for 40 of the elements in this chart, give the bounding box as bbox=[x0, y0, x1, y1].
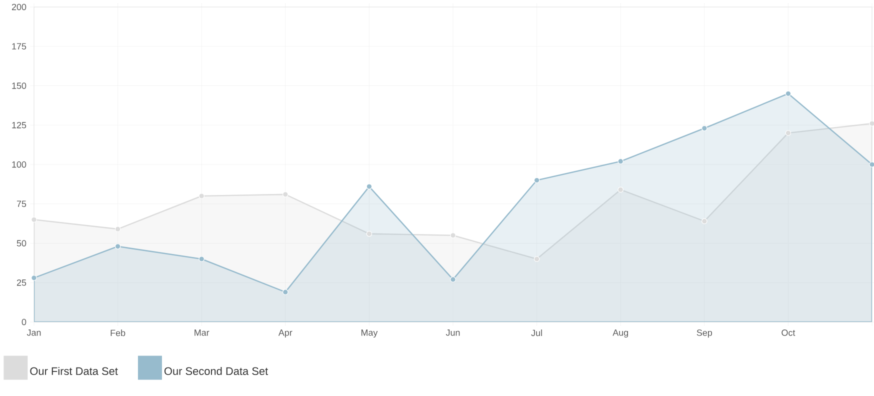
x-tick-label: Jul bbox=[531, 330, 542, 336]
x-tick-label: Jan bbox=[26, 330, 41, 336]
point bbox=[366, 230, 372, 237]
x-tick-label: Sep bbox=[696, 330, 712, 338]
point bbox=[114, 244, 121, 250]
point bbox=[785, 130, 792, 136]
x-tick-label: Jun bbox=[446, 330, 460, 336]
point bbox=[618, 158, 624, 164]
point bbox=[702, 125, 708, 132]
y-tick-label: 100 bbox=[12, 161, 26, 168]
x-tick-label: Aug bbox=[612, 330, 628, 338]
point bbox=[618, 186, 624, 193]
point bbox=[702, 218, 708, 224]
point bbox=[785, 90, 792, 97]
y-tick-label: 200 bbox=[12, 4, 26, 10]
point bbox=[198, 193, 205, 199]
point bbox=[869, 120, 874, 126]
legend-label: Our First Data Set bbox=[30, 366, 118, 376]
x-tick-label: Apr bbox=[278, 330, 292, 338]
y-tick-label: 75 bbox=[16, 200, 26, 208]
y-tick-label: 50 bbox=[16, 240, 26, 246]
y-tick-label: 0 bbox=[22, 318, 26, 326]
y-tick-label: 125 bbox=[12, 122, 26, 128]
x-tick-label: Feb bbox=[110, 330, 126, 336]
point bbox=[114, 226, 121, 232]
y-tick-label: 175 bbox=[12, 43, 26, 50]
point bbox=[31, 216, 37, 223]
point bbox=[31, 275, 37, 281]
point bbox=[282, 289, 288, 295]
x-tick-label: Mar bbox=[194, 330, 210, 336]
y-tick-label: 150 bbox=[12, 82, 26, 89]
point bbox=[450, 276, 456, 282]
x-tick-label: May bbox=[361, 330, 378, 338]
y-tick-label: 25 bbox=[16, 279, 26, 286]
point bbox=[869, 162, 874, 168]
point bbox=[282, 192, 288, 198]
legend-label: Our Second Data Set bbox=[164, 366, 268, 376]
x-tick-label: Oct bbox=[782, 330, 796, 336]
point bbox=[198, 256, 205, 262]
point bbox=[534, 256, 540, 262]
